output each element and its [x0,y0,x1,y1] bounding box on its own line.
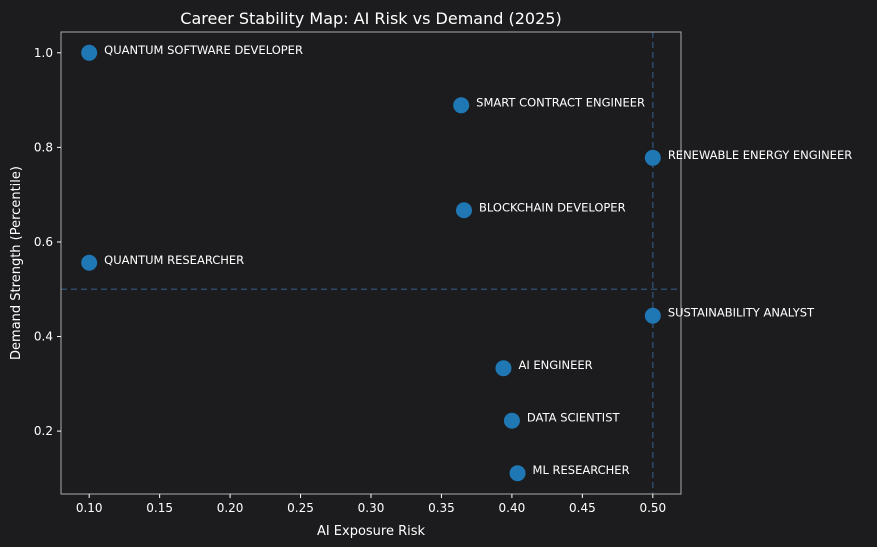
y-axis-label: Demand Strength (Percentile) [9,166,24,360]
data-point [81,254,98,271]
chart-title: Career Stability Map: AI Risk vs Demand … [180,9,561,28]
data-point-label: QUANTUM RESEARCHER [104,253,244,267]
data-point-label: AI ENGINEER [518,358,592,372]
y-tick-label: 0.4 [34,330,53,344]
data-point [644,307,661,324]
data-point [456,202,472,219]
x-tick-label: 0.45 [569,501,596,515]
x-tick-label: 0.10 [76,501,103,515]
data-point [495,360,512,377]
x-tick-label: 0.35 [428,501,455,515]
y-tick-label: 0.6 [34,235,53,249]
data-point-label: DATA SCIENTIST [527,411,621,425]
y-tick-label: 1.0 [34,46,53,60]
x-tick-label: 0.50 [639,501,666,515]
x-tick-label: 0.20 [217,501,244,515]
y-tick-label: 0.2 [34,424,53,438]
data-point-label: BLOCKCHAIN DEVELOPER [479,200,626,214]
x-tick-label: 0.25 [287,501,314,515]
x-axis-label: AI Exposure Risk [317,524,426,539]
data-point-label: RENEWABLE ENERGY ENGINEER [668,148,852,162]
data-point [644,149,661,166]
x-tick-label: 0.30 [358,501,385,515]
data-point-label: SMART CONTRACT ENGINEER [476,95,645,109]
x-tick-label: 0.40 [499,501,526,515]
x-tick-label: 0.15 [146,501,173,515]
data-point-label: SUSTAINABILITY ANALYST [668,306,815,320]
data-point [81,44,98,61]
data-point [453,97,470,114]
data-point [509,465,526,482]
data-point [503,412,520,429]
data-point-label: QUANTUM SOFTWARE DEVELOPER [104,43,303,57]
y-tick-label: 0.8 [34,140,53,154]
data-point-label: ML RESEARCHER [533,463,630,477]
